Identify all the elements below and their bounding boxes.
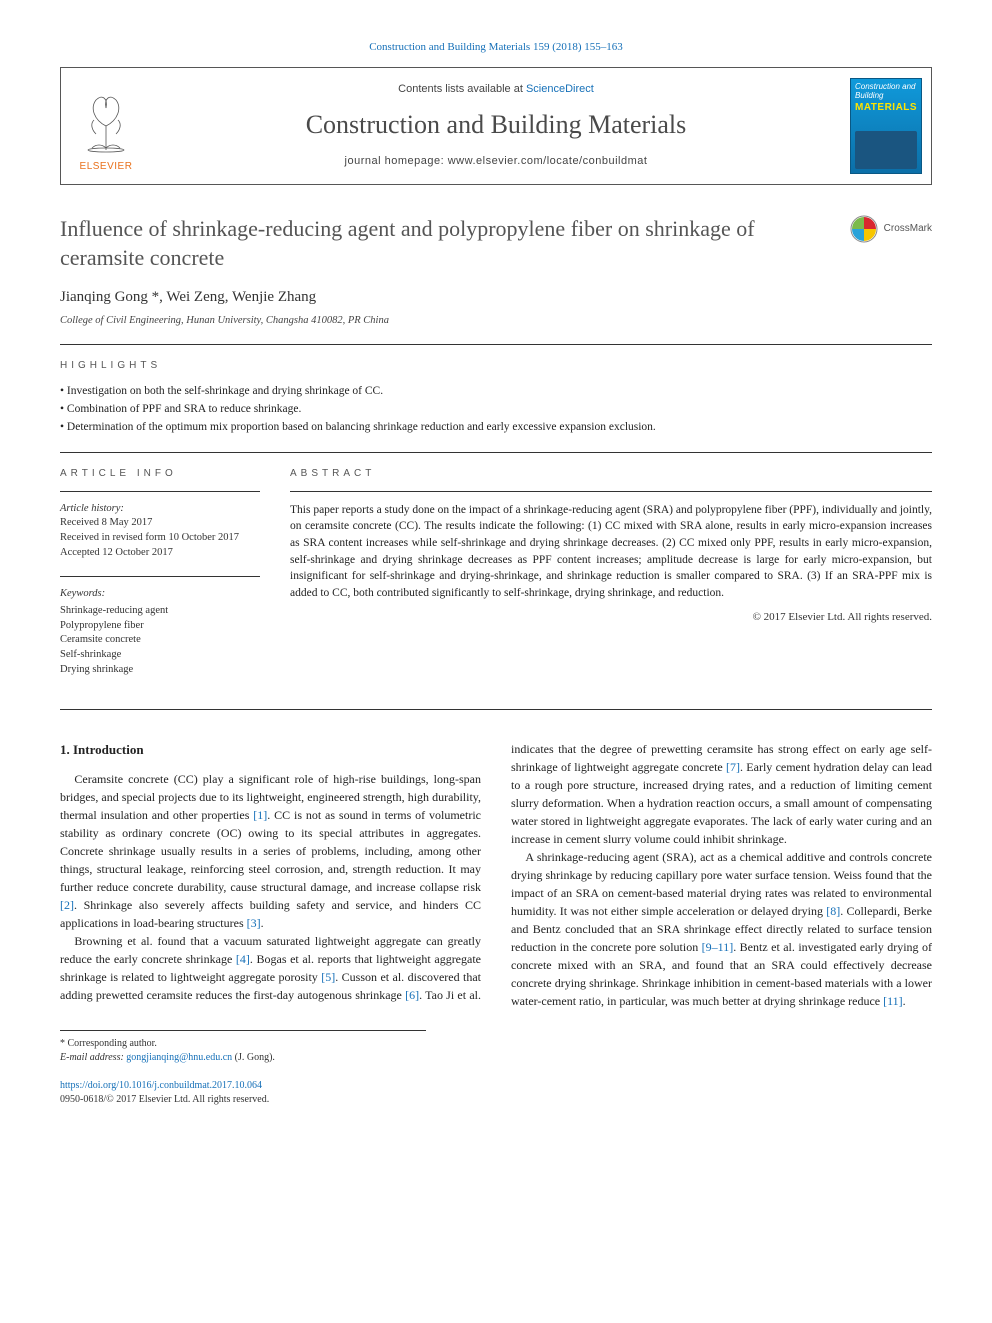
highlights-list: Investigation on both the self-shrinkage… (60, 383, 932, 435)
ref-link[interactable]: [7] (726, 760, 740, 774)
journal-name: Construction and Building Materials (161, 107, 831, 143)
highlight-item: Combination of PPF and SRA to reduce shr… (60, 401, 932, 417)
keyword: Polypropylene fiber (60, 619, 260, 634)
elsevier-tree-icon (74, 90, 138, 154)
keywords-label: Keywords: (60, 587, 260, 602)
footnotes: * Corresponding author. E-mail address: … (60, 1030, 426, 1065)
corresponding-author: * Corresponding author. (60, 1037, 426, 1051)
crossmark-icon (850, 215, 878, 243)
ref-link[interactable]: [8] (826, 904, 840, 918)
keyword: Self-shrinkage (60, 648, 260, 663)
journal-homepage: journal homepage: www.elsevier.com/locat… (161, 154, 831, 169)
body-columns: 1. Introduction Ceramsite concrete (CC) … (60, 740, 932, 1010)
affiliation: College of Civil Engineering, Hunan Univ… (60, 314, 932, 329)
sciencedirect-link[interactable]: ScienceDirect (526, 83, 594, 95)
abstract-label: ABSTRACT (290, 467, 932, 481)
authors-line: Jianqing Gong *, Wei Zeng, Wenjie Zhang (60, 287, 932, 308)
keyword: Shrinkage-reducing agent (60, 604, 260, 619)
journal-masthead: ELSEVIER Contents lists available at Sci… (60, 67, 932, 185)
email-link[interactable]: gongjianqing@hnu.edu.cn (126, 1052, 232, 1063)
copyright-line: © 2017 Elsevier Ltd. All rights reserved… (290, 610, 932, 625)
crossmark-label: CrossMark (884, 222, 932, 236)
rule-top (60, 344, 932, 345)
history-received: Received 8 May 2017 (60, 516, 260, 531)
abstract-text: This paper reports a study done on the i… (290, 502, 932, 602)
header-citation: Construction and Building Materials 159 … (60, 40, 932, 55)
issn-copyright: 0950-0618/© 2017 Elsevier Ltd. All right… (60, 1093, 932, 1107)
ref-link[interactable]: [9–11] (702, 940, 734, 954)
article-info-label: ARTICLE INFO (60, 467, 260, 481)
doi-link[interactable]: https://doi.org/10.1016/j.conbuildmat.20… (60, 1080, 262, 1091)
history-accepted: Accepted 12 October 2017 (60, 546, 260, 561)
masthead-center: Contents lists available at ScienceDirec… (151, 68, 841, 184)
intro-para-3: A shrinkage-reducing agent (SRA), act as… (511, 848, 932, 1010)
rule-info2 (60, 576, 260, 577)
highlight-item: Determination of the optimum mix proport… (60, 419, 932, 435)
ref-link[interactable]: [1] (253, 808, 267, 822)
history-revised: Received in revised form 10 October 2017 (60, 531, 260, 546)
ref-link[interactable]: [6] (405, 988, 419, 1002)
ref-link[interactable]: [2] (60, 898, 74, 912)
contents-prefix: Contents lists available at (398, 83, 526, 95)
intro-para-1: Ceramsite concrete (CC) play a significa… (60, 770, 481, 932)
ref-link[interactable]: [3] (247, 916, 261, 930)
journal-cover-thumbnail: Construction and Building MATERIALS (850, 78, 922, 174)
intro-heading: 1. Introduction (60, 740, 481, 760)
cover-title-line2: MATERIALS (855, 101, 917, 115)
ref-link[interactable]: [4] (236, 952, 250, 966)
highlight-item: Investigation on both the self-shrinkage… (60, 383, 932, 399)
history-label: Article history: (60, 502, 260, 517)
contents-line: Contents lists available at ScienceDirec… (161, 82, 831, 97)
doi-block: https://doi.org/10.1016/j.conbuildmat.20… (60, 1079, 932, 1107)
abstract-column: ABSTRACT This paper reports a study done… (290, 453, 932, 694)
cover-image-placeholder (855, 131, 917, 169)
rule-bottom (60, 709, 932, 710)
cover-title-line1: Construction and Building (855, 83, 917, 101)
crossmark-badge[interactable]: CrossMark (850, 215, 932, 243)
email-line: E-mail address: gongjianqing@hnu.edu.cn … (60, 1051, 426, 1065)
rule-abs (290, 491, 932, 492)
publisher-block: ELSEVIER (61, 68, 151, 184)
keyword: Ceramsite concrete (60, 633, 260, 648)
cover-block: Construction and Building MATERIALS (841, 68, 931, 184)
keyword: Drying shrinkage (60, 663, 260, 678)
rule-info1 (60, 491, 260, 492)
highlights-label: HIGHLIGHTS (60, 359, 932, 373)
ref-link[interactable]: [11] (883, 994, 903, 1008)
publisher-label: ELSEVIER (80, 160, 133, 174)
ref-link[interactable]: [5] (321, 970, 335, 984)
article-info-column: ARTICLE INFO Article history: Received 8… (60, 453, 260, 694)
article-title: Influence of shrinkage-reducing agent an… (60, 215, 830, 272)
